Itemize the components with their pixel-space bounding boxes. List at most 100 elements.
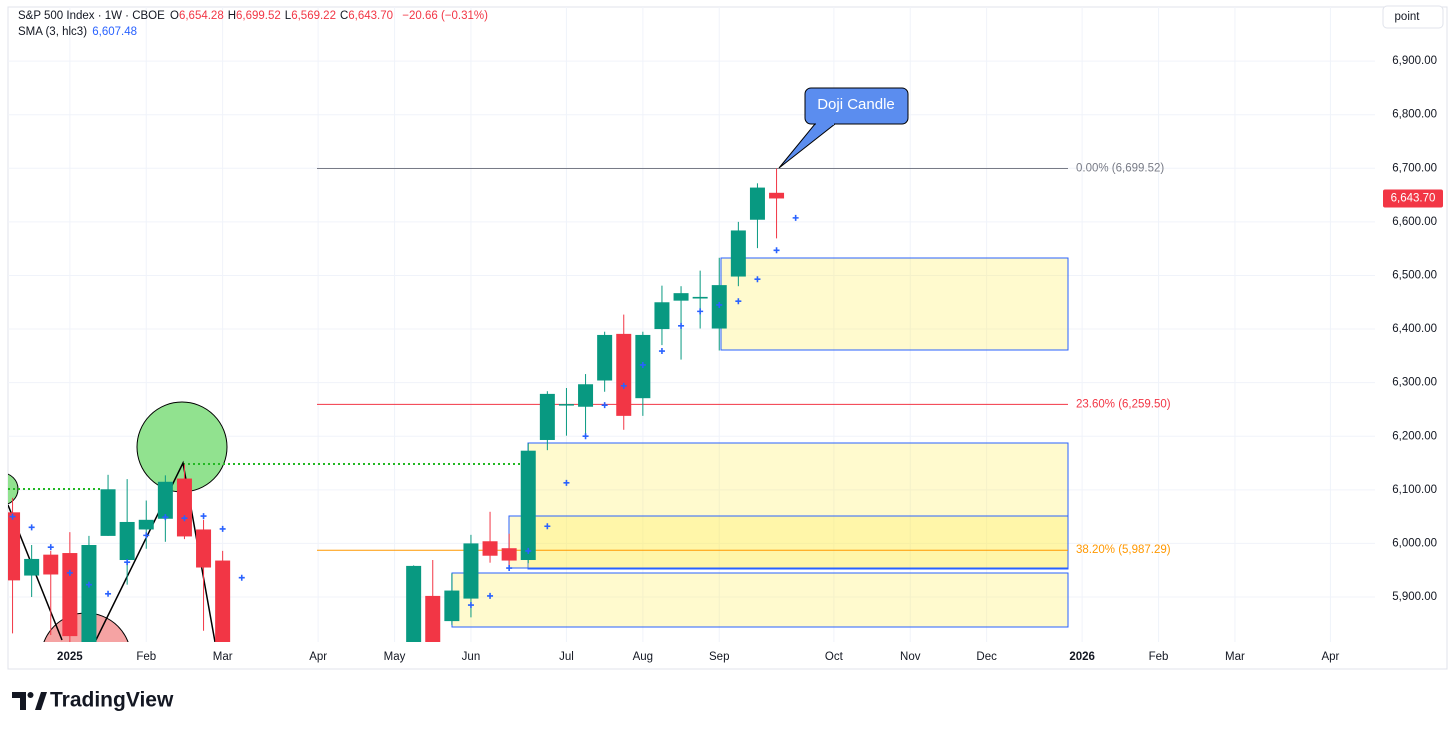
candle-body	[673, 293, 689, 301]
sma-point	[162, 514, 169, 521]
candle-body	[406, 565, 422, 642]
sma-point	[792, 214, 799, 221]
candle-body	[769, 192, 785, 199]
fib-label: 38.20% (5,987.29)	[1076, 544, 1171, 556]
ohlc-value: 6,699.52	[236, 10, 281, 22]
candle-body	[520, 450, 536, 561]
zone	[508, 515, 1069, 569]
zone	[720, 257, 1069, 351]
candle-body	[692, 296, 708, 299]
x-tick-label: Jun	[462, 651, 481, 663]
zone	[451, 572, 1069, 628]
candle-body	[81, 545, 97, 642]
sma-point	[467, 602, 474, 609]
sma-point	[85, 581, 92, 588]
x-tick-label: Mar	[1225, 651, 1245, 663]
sma-name: SMA (3, hlc3)	[18, 26, 88, 38]
ohlc-key: H	[227, 10, 237, 22]
sma-point	[47, 544, 54, 551]
x-tick-label: Mar	[213, 651, 233, 663]
y-tick-label: 6,300.00	[1392, 377, 1437, 389]
ohlc-key: C	[339, 10, 349, 22]
candle-body	[749, 187, 765, 220]
callout-pointer	[778, 123, 837, 169]
candle-body	[463, 543, 479, 599]
candle-body	[482, 541, 498, 556]
ohlc-value: 6,643.70	[348, 10, 394, 22]
brand-name: TradingView	[50, 689, 174, 712]
candle-body	[539, 393, 555, 440]
candle-body	[444, 590, 460, 622]
sma-point	[716, 301, 723, 308]
sma-point	[487, 592, 494, 599]
candle-body	[654, 302, 670, 330]
x-tick-label: Feb	[1149, 651, 1169, 663]
sma-value: 6,607.48	[92, 26, 137, 38]
sma-point	[601, 402, 608, 409]
x-tick-label: Feb	[136, 651, 156, 663]
grid	[8, 7, 1375, 642]
sma-point	[105, 590, 112, 597]
ohlc-value: 6,569.22	[291, 10, 336, 22]
callout-text: Doji Candle	[817, 96, 895, 113]
candle-body	[8, 512, 21, 581]
pivot-circle	[136, 401, 228, 493]
candle-body	[119, 521, 135, 561]
y-tick-label: 6,900.00	[1392, 55, 1437, 67]
candle-body	[425, 595, 441, 642]
sma-point	[28, 524, 35, 531]
candle-body	[215, 560, 231, 642]
sma-point	[66, 569, 73, 576]
symbol: S&P 500 Index · 1W · CBOE	[18, 10, 165, 22]
x-tick-label: 2026	[1069, 651, 1095, 663]
sma-point	[582, 433, 589, 440]
zigzag	[94, 460, 216, 642]
y-tick-label: 6,700.00	[1392, 162, 1437, 174]
candle-body	[24, 558, 40, 576]
x-tick-label: Nov	[900, 651, 921, 663]
scale-button[interactable]	[1382, 5, 1444, 29]
sma-point	[219, 525, 226, 532]
symbol-legend: S&P 500 Index · 1W · CBOE O6,654.28 H6,69…	[18, 10, 490, 22]
change: −20.66 (−0.31%)	[402, 10, 488, 22]
sma-point	[143, 532, 150, 539]
candle-body	[196, 529, 212, 568]
candle-body	[100, 489, 116, 536]
ohlc-value: 6,654.28	[178, 10, 224, 22]
scale-button-label[interactable]: point	[1395, 11, 1421, 23]
sma-legend: SMA (3, hlc3) 6,607.48	[18, 26, 139, 38]
zone	[527, 442, 1069, 570]
sma-point	[735, 298, 742, 305]
y-tick-label: 6,000.00	[1392, 537, 1437, 549]
y-tick-label: 6,100.00	[1392, 484, 1437, 496]
y-tick-label: 6,400.00	[1392, 323, 1437, 335]
candle-body	[62, 553, 78, 637]
x-tick-label: Apr	[309, 651, 327, 663]
sma-point	[544, 523, 551, 530]
sma-point	[181, 515, 188, 522]
sma-point	[563, 479, 570, 486]
x-tick-label: Jul	[559, 651, 574, 663]
brand-logo	[12, 692, 47, 710]
fib-label: 0.00% (6,699.52)	[1076, 163, 1164, 175]
sma-point	[754, 276, 761, 283]
ohlc-key: O	[170, 10, 179, 22]
sma-point	[658, 348, 665, 355]
candle-body	[157, 481, 173, 519]
series	[8, 168, 799, 642]
chart-frame	[7, 6, 1448, 670]
candle-body	[616, 333, 632, 416]
sma-point	[639, 361, 646, 368]
callout-box	[804, 87, 909, 125]
x-tick-label: 2025	[57, 651, 83, 663]
candle-body	[176, 478, 192, 537]
y-tick-label: 6,600.00	[1392, 216, 1437, 228]
sma-point	[9, 513, 16, 520]
fib-label: 23.60% (6,259.50)	[1076, 398, 1171, 410]
last-price-label: 6,643.70	[1391, 192, 1436, 204]
sma-point	[124, 559, 131, 566]
x-tick-label: May	[384, 651, 406, 663]
sma-point	[678, 322, 685, 329]
